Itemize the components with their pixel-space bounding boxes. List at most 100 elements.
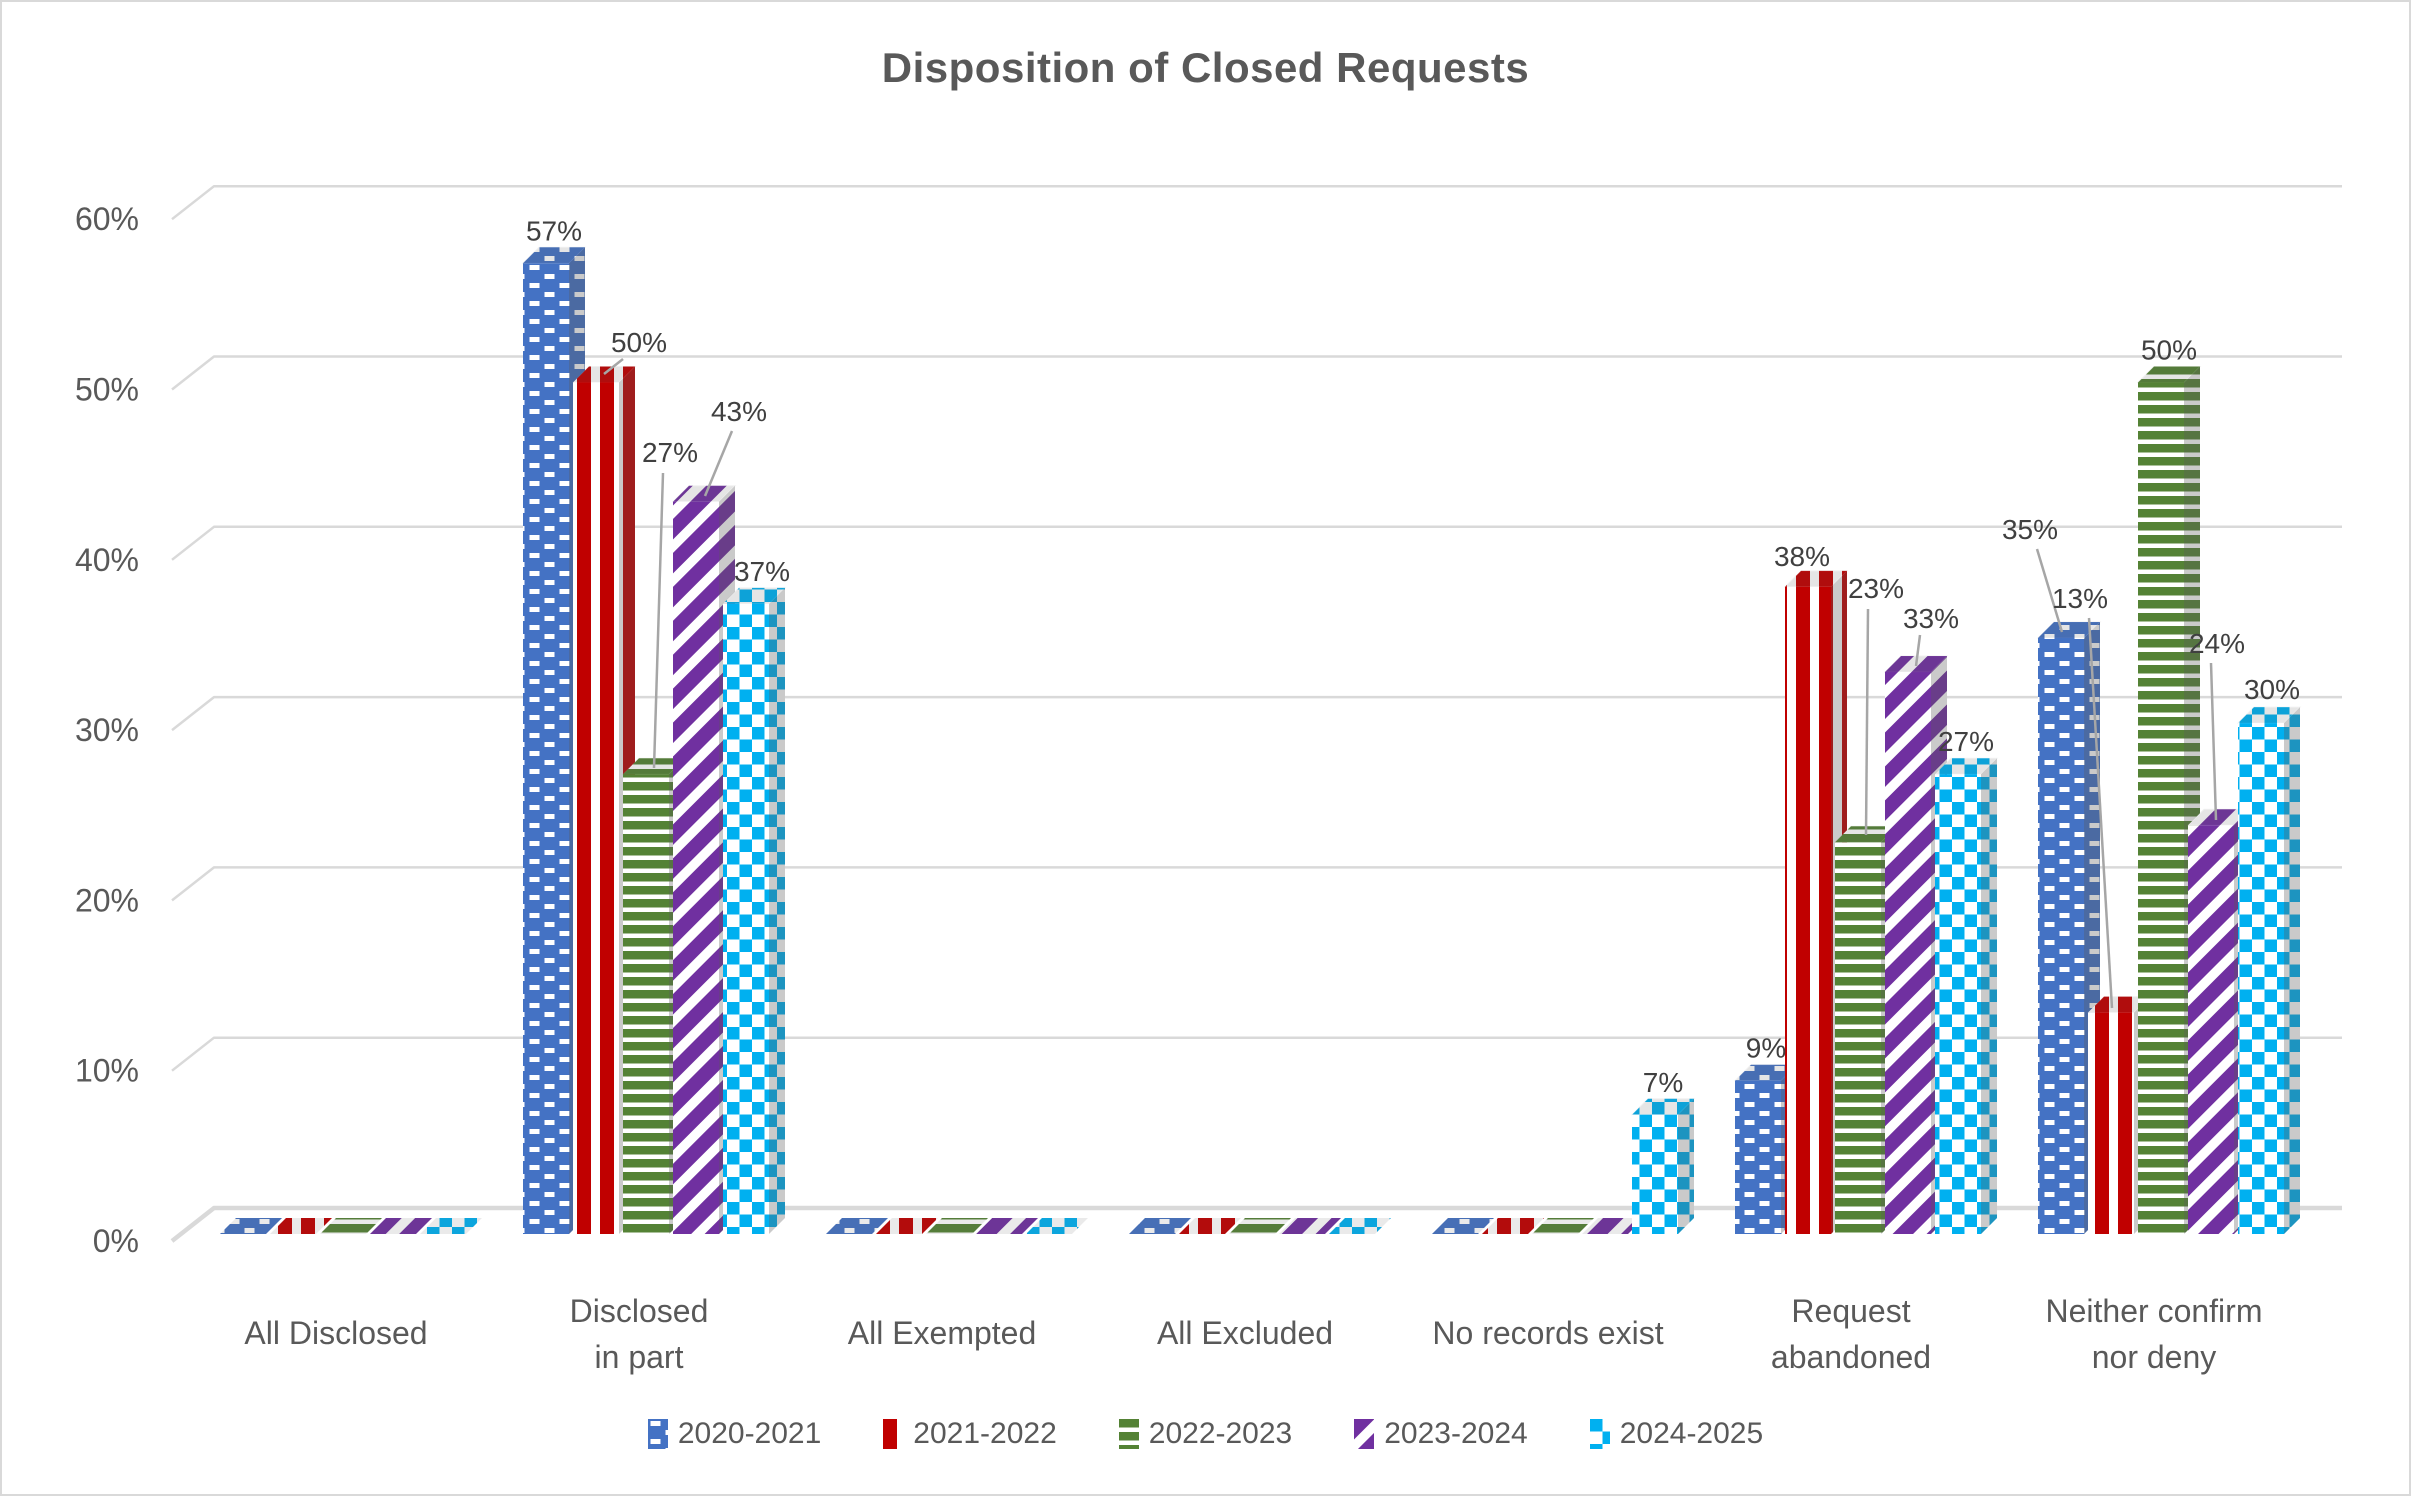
gridline-10- [171,1036,2342,1072]
data-label-2024-2025-no-records-exist: 7% [1643,1067,1683,1098]
bar-2022-2023-request-abandoned [1835,842,1881,1234]
bar-2021-2022-all-excluded [1179,1218,1241,1234]
bar-2021-2022-disclosed-in-part [573,382,619,1234]
leader-line-2021-2022-disclosed-in-part [603,358,624,375]
gridline-30- [171,695,2342,732]
legend-swatch-2022-2023 [1118,1419,1139,1449]
legend-label-2022-2023: 2022-2023 [1148,1417,1293,1450]
bar-top-2024-2025-no-records-exist [1632,1098,1694,1115]
legend-swatch-2024-2025 [1589,1419,1610,1449]
data-label-2021-2022-disclosed-in-part: 50% [611,327,667,358]
data-label-2022-2023-disclosed-in-part: 27% [642,437,698,468]
bar-2022-2023-no-records-exist [1532,1218,1594,1234]
bar-top-2021-2022-neither-confirm-nor-deny [2088,996,2150,1013]
bar-2022-2023-all-disclosed [320,1218,382,1234]
y-tick-0-: 0% [93,1223,139,1259]
category-label-all-exempted: All Exempted [848,1315,1037,1351]
y-tick-40-: 40% [75,542,139,578]
bar-2020-2021-disclosed-in-part [523,263,569,1234]
bar-2020-2021-all-exempted [826,1218,888,1234]
gridline-50- [171,355,2342,391]
y-tick-10-: 10% [75,1053,139,1089]
bar-2021-2022-neither-confirm-nor-deny [2088,1012,2134,1234]
bar-top-2023-2024-neither-confirm-nor-deny [2188,809,2250,826]
bar-2020-2021-no-records-exist [1432,1218,1494,1234]
legend-swatch-2023-2024 [1354,1419,1375,1449]
y-tick-60-: 60% [75,201,139,237]
bar-2023-2024-all-excluded [1279,1218,1341,1234]
bar-2024-2025-disclosed-in-part [723,603,769,1234]
bar-2021-2022-request-abandoned [1785,586,1831,1234]
bar-top-2021-2022-disclosed-in-part [573,366,635,383]
legend-item-2023-2024: 2023-2024 [1354,1417,1528,1451]
legend-label-2020-2021: 2020-2021 [677,1417,822,1450]
bar-side-2024-2025-neither-confirm-nor-deny [2284,707,2300,1234]
legend-item-2022-2023: 2022-2023 [1118,1417,1293,1451]
bar-side-2024-2025-no-records-exist [1678,1098,1694,1234]
bar-2023-2024-request-abandoned [1885,672,1931,1234]
bar-2024-2025-no-records-exist [1632,1114,1678,1234]
data-label-2024-2025-request-abandoned: 27% [1938,726,1994,757]
data-label-2023-2024-request-abandoned: 33% [1903,603,1959,634]
bar-2023-2024-no-records-exist [1582,1218,1644,1234]
legend-label-2021-2022: 2021-2022 [913,1417,1057,1450]
data-label-2020-2021-disclosed-in-part: 57% [526,215,582,246]
data-label-2021-2022-request-abandoned: 38% [1774,541,1830,572]
gridline-40- [171,525,2342,561]
bar-top-2023-2024-disclosed-in-part [673,485,735,502]
data-label-2023-2024-neither-confirm-nor-deny: 24% [2189,628,2245,659]
gridline-60- [171,184,2342,221]
bar-2023-2024-disclosed-in-part [673,501,719,1235]
category-label-neither-confirm-nor-deny: Neither confirm nor deny [2046,1293,2263,1375]
leader-line-2020-2021-neither-confirm-nor-deny [2035,548,2064,633]
data-label-2021-2022-neither-confirm-nor-deny: 13% [2052,583,2108,614]
legend: 2020-2021 2021-2022 2022-2023 2023-2024 2024… [2,1406,2409,1462]
gridline-20- [171,866,2342,902]
legend-item-2021-2022: 2021-2022 [883,1417,1057,1451]
data-label-2022-2023-neither-confirm-nor-deny: 50% [2141,335,2197,366]
bar-2024-2025-all-disclosed [420,1218,482,1234]
data-label-2020-2021-neither-confirm-nor-deny: 35% [2002,514,2058,545]
y-tick-20-: 20% [75,882,139,918]
leader-line-2023-2024-disclosed-in-part [703,430,734,497]
bar-2024-2025-all-excluded [1329,1218,1391,1234]
bar-2020-2021-neither-confirm-nor-deny [2038,637,2084,1234]
legend-swatch-2021-2022 [883,1419,904,1449]
bar-2022-2023-all-exempted [926,1218,988,1234]
bar-2020-2021-request-abandoned [1735,1080,1781,1234]
data-label-2023-2024-disclosed-in-part: 43% [711,396,767,427]
category-label-request-abandoned: Request abandoned [1771,1293,1931,1375]
bar-2020-2021-all-disclosed [220,1218,282,1234]
bar-top-2020-2021-neither-confirm-nor-deny [2038,621,2100,638]
category-label-all-disclosed: All Disclosed [244,1315,427,1351]
bar-2024-2025-request-abandoned [1935,774,1981,1234]
bar-top-2024-2025-disclosed-in-part [723,587,785,604]
bar-top-2024-2025-request-abandoned [1935,758,1997,775]
data-label-2022-2023-request-abandoned: 23% [1848,573,1904,604]
bar-2023-2024-neither-confirm-nor-deny [2188,825,2234,1234]
data-label-2024-2025-neither-confirm-nor-deny: 30% [2244,674,2300,705]
bar-2023-2024-all-exempted [976,1218,1038,1234]
bar-top-2021-2022-request-abandoned [1785,570,1847,587]
category-label-no-records-exist: No records exist [1432,1315,1663,1351]
data-label-2024-2025-disclosed-in-part: 37% [734,556,790,587]
bar-side-2024-2025-request-abandoned [1981,758,1997,1234]
bar-2022-2023-all-excluded [1229,1218,1291,1234]
bar-top-2024-2025-neither-confirm-nor-deny [2238,707,2300,724]
legend-item-2020-2021: 2020-2021 [647,1417,822,1451]
bar-2021-2022-all-disclosed [270,1218,332,1234]
y-tick-50-: 50% [75,372,139,408]
bar-2024-2025-all-exempted [1026,1218,1088,1234]
bar-2022-2023-neither-confirm-nor-deny [2138,382,2184,1234]
legend-swatch-2020-2021 [647,1419,668,1449]
legend-item-2024-2025: 2024-2025 [1589,1417,1764,1451]
data-label-2020-2021-request-abandoned: 9% [1746,1033,1786,1064]
chart-title: Disposition of Closed Requests [881,44,1530,91]
bar-2021-2022-no-records-exist [1482,1218,1544,1234]
legend-label-2024-2025: 2024-2025 [1619,1417,1764,1450]
bar-2021-2022-all-exempted [876,1218,938,1234]
legend-label-2023-2024: 2023-2024 [1384,1417,1528,1450]
bar-2022-2023-disclosed-in-part [623,774,669,1234]
